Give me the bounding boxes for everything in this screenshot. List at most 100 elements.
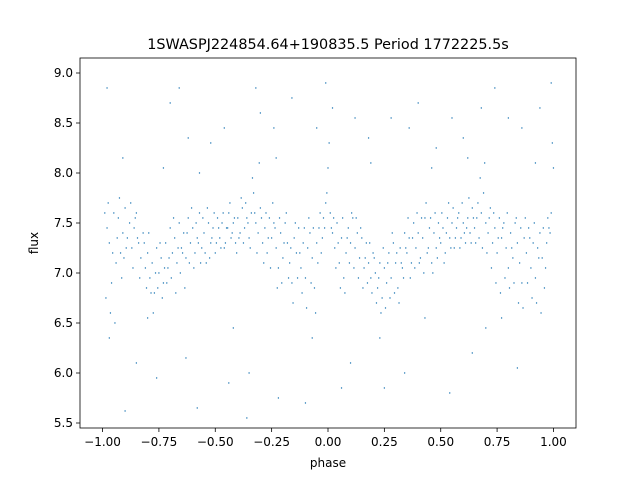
data-point — [499, 292, 502, 294]
data-point — [264, 227, 266, 229]
data-point — [472, 217, 475, 219]
data-point — [356, 232, 359, 234]
data-point — [249, 247, 251, 249]
data-point — [438, 237, 441, 239]
data-point — [304, 402, 307, 404]
data-point — [417, 102, 419, 104]
data-point — [409, 277, 411, 279]
data-point — [196, 407, 198, 409]
data-point — [539, 232, 541, 234]
data-point — [278, 217, 281, 219]
data-point — [476, 217, 478, 219]
data-point — [309, 232, 311, 234]
data-point — [284, 222, 286, 224]
data-point — [233, 217, 236, 219]
data-point — [424, 317, 426, 319]
data-point — [435, 147, 437, 149]
data-point — [450, 247, 452, 249]
data-point — [159, 242, 161, 244]
data-point — [169, 102, 171, 104]
data-point — [453, 247, 455, 249]
data-point — [217, 227, 220, 229]
data-point — [370, 162, 372, 164]
data-point — [485, 222, 487, 224]
data-point — [222, 212, 224, 214]
data-point — [349, 362, 352, 364]
data-point — [208, 257, 211, 259]
data-point — [540, 312, 542, 314]
data-point — [451, 222, 453, 224]
data-point — [235, 252, 238, 254]
data-point — [474, 242, 477, 244]
data-point — [410, 262, 413, 264]
data-point — [364, 257, 366, 259]
data-point — [173, 237, 176, 239]
data-point — [153, 292, 156, 294]
data-point — [465, 227, 468, 229]
data-point — [393, 292, 396, 294]
data-point — [344, 292, 346, 294]
data-point — [372, 252, 374, 254]
data-point — [155, 377, 158, 379]
data-point — [390, 117, 392, 119]
data-point — [142, 232, 144, 234]
data-point — [288, 262, 291, 264]
data-point — [177, 247, 179, 249]
data-point — [231, 232, 233, 234]
data-point — [396, 252, 398, 254]
data-point — [287, 277, 290, 279]
data-point — [444, 252, 446, 254]
data-point — [247, 222, 249, 224]
data-point — [479, 177, 481, 179]
data-point — [521, 282, 523, 284]
data-point — [478, 237, 480, 239]
data-point — [398, 302, 400, 304]
data-point — [143, 242, 145, 244]
data-point — [549, 232, 551, 234]
data-point — [516, 242, 519, 244]
data-point — [506, 212, 508, 214]
data-point — [316, 242, 318, 244]
data-point — [403, 372, 406, 374]
data-point — [425, 202, 427, 204]
data-point — [292, 302, 294, 304]
data-point — [434, 212, 436, 214]
data-point — [463, 232, 466, 234]
data-point — [255, 87, 257, 89]
data-point — [542, 227, 545, 229]
data-point — [456, 217, 459, 219]
data-point — [491, 242, 494, 244]
data-point — [172, 217, 175, 219]
data-point — [246, 417, 248, 419]
data-point — [171, 252, 174, 254]
data-point — [261, 242, 264, 244]
data-point — [214, 252, 216, 254]
data-point — [104, 212, 106, 214]
data-point — [136, 237, 139, 239]
data-point — [154, 272, 157, 274]
data-point — [329, 212, 331, 214]
data-point — [504, 277, 506, 279]
data-point — [303, 227, 306, 229]
data-point — [370, 277, 372, 279]
data-point — [157, 287, 159, 289]
data-point — [339, 287, 342, 289]
y-axis-label: flux — [27, 232, 41, 254]
data-point — [327, 167, 329, 169]
data-point — [455, 227, 458, 229]
data-point — [108, 242, 111, 244]
data-point — [341, 217, 344, 219]
data-point — [260, 217, 263, 219]
data-point — [158, 272, 160, 274]
data-point — [359, 227, 362, 229]
data-point — [128, 222, 131, 224]
data-point — [365, 242, 368, 244]
data-point — [107, 202, 109, 204]
data-point — [552, 167, 555, 169]
data-point — [221, 222, 223, 224]
y-tick-label: 6.0 — [54, 366, 73, 380]
data-point — [375, 302, 378, 304]
data-point — [320, 252, 322, 254]
data-point — [406, 252, 408, 254]
